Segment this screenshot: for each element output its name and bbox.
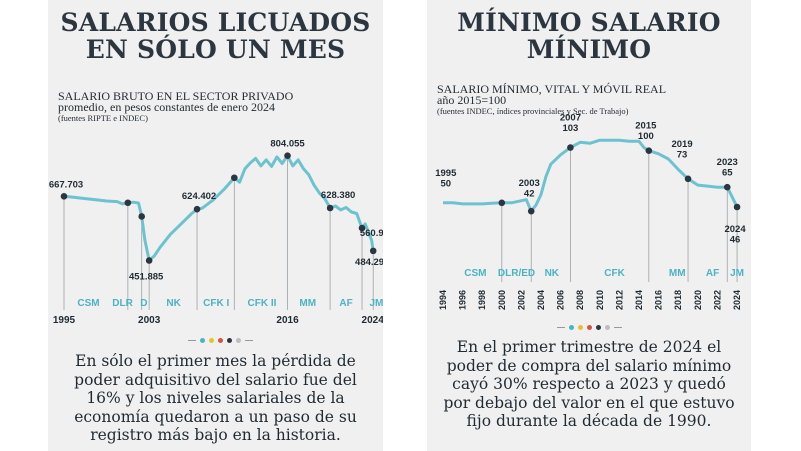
x-tick-label: 2004	[536, 290, 546, 310]
data-point	[498, 199, 506, 207]
era-label: CFK	[604, 268, 625, 279]
separator-dots	[557, 325, 622, 330]
data-label: 2024 46	[724, 224, 746, 246]
x-tick-label: 2008	[575, 290, 585, 310]
dot-5	[236, 338, 241, 343]
x-tick-label: 1996	[458, 290, 468, 310]
dot-2	[578, 325, 583, 330]
panel-title-line-2: EN SÓLO UN MES	[85, 35, 346, 64]
data-label: 2007 103	[560, 113, 581, 134]
panel-title-line-2: MÍNIMO	[526, 35, 652, 64]
chart-subtitle-line-2: año 2015=100	[437, 93, 507, 107]
era-label: CSM	[464, 268, 486, 279]
x-tick-label: 2002	[516, 290, 526, 310]
era-label: AF	[706, 268, 719, 279]
panel-title-line-1: SALARIOS LICUADOS	[60, 8, 371, 37]
data-label: 1995 50	[435, 168, 457, 190]
x-tick-label: 2022	[712, 290, 722, 310]
era-label: CFK II	[248, 298, 277, 309]
data-point	[645, 147, 653, 154]
chart-source: (fuentes INDEC, índices provinciales y S…	[437, 106, 629, 116]
era-label: JM	[730, 268, 744, 279]
data-label: 2015 100	[635, 121, 657, 143]
minimum-wage-line-chart: 1995 50 2003 42 2007 103 2015 100 2019 73 2023 65 20…	[435, 113, 746, 311]
series-line	[443, 138, 739, 213]
data-point	[138, 213, 146, 220]
data-label: 484.298	[355, 257, 383, 268]
data-point	[567, 144, 574, 151]
panel-title-line-1: MÍNIMO SALARIO	[457, 8, 721, 37]
era-label: DLR/ED	[498, 268, 535, 279]
data-point	[358, 224, 366, 232]
era-label: CFK I	[203, 298, 229, 309]
dot-4	[227, 338, 232, 343]
data-point	[193, 205, 201, 213]
data-label: 451.885	[129, 272, 164, 283]
data-label: 2023 65	[717, 157, 738, 179]
data-point	[231, 174, 238, 182]
x-tick-label: 2018	[673, 290, 683, 310]
data-point	[284, 152, 291, 160]
era-label: NK	[545, 268, 560, 279]
era-label: CSM	[77, 298, 99, 309]
x-tick-label: 1995	[53, 315, 76, 326]
dot-3	[218, 338, 223, 343]
x-tick-label: 1998	[477, 290, 487, 310]
data-point	[733, 203, 741, 211]
x-tick-label: 2003	[138, 315, 161, 326]
era-label: NK	[166, 298, 181, 309]
separator-dots	[188, 338, 253, 343]
dot-4	[596, 325, 601, 330]
x-tick-label: 2024	[732, 290, 742, 310]
x-tick-label: 2016	[654, 290, 664, 310]
era-label: MM	[669, 268, 686, 279]
chart-source: (fuentes RIPTE e INDEC)	[58, 113, 148, 123]
chart-subtitle-line-2: promedio, en pesos constantes de enero 2…	[58, 100, 275, 114]
body-text: En el primer trimestre de 2024 el poder …	[443, 338, 735, 430]
dot-3	[587, 325, 592, 330]
dot-2	[209, 338, 214, 343]
wage-chart-panel: SALARIOS LICUADOS EN SÓLO UN MES SALARIO…	[48, 0, 383, 451]
era-label: D	[140, 298, 147, 309]
dot-5	[605, 325, 610, 330]
data-point	[60, 192, 68, 200]
data-label: 560.932	[360, 228, 383, 239]
era-label: MM	[299, 298, 316, 309]
era-label: JM	[369, 298, 383, 309]
data-label: 624.402	[182, 191, 216, 202]
wage-line-chart: 667.703 451.885 624.402 804.055 628.380 560.9…	[49, 139, 383, 326]
data-point	[369, 247, 377, 255]
x-tick-label: 2020	[693, 290, 703, 310]
data-point	[326, 204, 334, 212]
x-tick-label: 2014	[634, 290, 644, 310]
x-tick-label: 1994	[438, 290, 448, 310]
minimum-wage-panel: MÍNIMO SALARIO MÍNIMO SALARIO MÍNIMO, VI…	[427, 0, 751, 451]
data-label: 667.703	[49, 179, 83, 190]
era-label: AF	[339, 298, 352, 309]
chart-subtitle-line-1: SALARIO MÍNIMO, VITAL Y MÓVIL REAL	[437, 82, 667, 96]
data-label: 804.055	[270, 139, 305, 150]
era-label: DLR	[112, 298, 133, 309]
x-tick-label: 2000	[497, 290, 507, 310]
data-point	[527, 207, 535, 215]
x-tick-label: 2012	[614, 290, 624, 310]
series-line	[63, 154, 375, 262]
data-label: 628.380	[321, 190, 355, 201]
x-tick-label: 2016	[276, 315, 299, 326]
data-point	[684, 175, 692, 183]
data-point	[145, 257, 153, 264]
x-tick-label: 2006	[556, 290, 566, 310]
dot-1	[200, 338, 205, 343]
x-tick-label: 2024	[362, 315, 383, 326]
x-tick-label: 2010	[595, 290, 605, 310]
data-point	[723, 183, 731, 191]
chart-subtitle-line-1: SALARIO BRUTO EN EL SECTOR PRIVADO	[58, 89, 294, 103]
dot-1	[569, 325, 574, 330]
data-label: 2003 42	[519, 178, 540, 200]
body-text: En sólo el primer mes la pérdida de pode…	[74, 352, 357, 444]
data-point	[124, 199, 132, 207]
data-label: 2019 73	[671, 139, 692, 161]
